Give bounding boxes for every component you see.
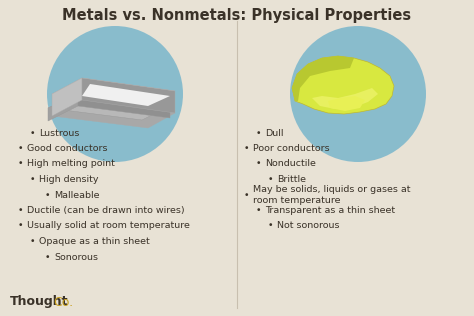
Text: •: • (244, 191, 249, 199)
Text: •: • (18, 160, 24, 168)
Text: Opaque as a thin sheet: Opaque as a thin sheet (39, 237, 150, 246)
Circle shape (47, 26, 183, 162)
Text: Brittle: Brittle (277, 175, 306, 184)
Text: Metals vs. Nonmetals: Physical Properties: Metals vs. Nonmetals: Physical Propertie… (63, 8, 411, 23)
Text: •: • (18, 206, 24, 215)
Polygon shape (52, 100, 175, 128)
Text: •: • (18, 222, 24, 230)
Text: •: • (30, 129, 36, 137)
Text: Transparent as a thin sheet: Transparent as a thin sheet (265, 206, 395, 215)
Polygon shape (78, 94, 170, 118)
Text: Sonorous: Sonorous (54, 252, 98, 262)
Text: •: • (256, 206, 262, 215)
Text: Lustrous: Lustrous (39, 129, 79, 137)
Polygon shape (292, 56, 394, 114)
Text: Not sonorous: Not sonorous (277, 222, 339, 230)
Text: •: • (256, 129, 262, 137)
Polygon shape (48, 94, 78, 121)
Polygon shape (48, 94, 170, 120)
Text: •: • (45, 252, 51, 262)
Text: •: • (268, 222, 273, 230)
Polygon shape (52, 78, 175, 106)
Text: High density: High density (39, 175, 99, 184)
Polygon shape (328, 96, 365, 111)
Text: •: • (244, 144, 249, 153)
Text: •: • (256, 160, 262, 168)
Text: •: • (30, 237, 36, 246)
Text: Poor conductors: Poor conductors (253, 144, 329, 153)
Polygon shape (82, 78, 175, 113)
Text: Ductile (can be drawn into wires): Ductile (can be drawn into wires) (27, 206, 185, 215)
Text: May be solids, liquids or gases at
room temperature: May be solids, liquids or gases at room … (253, 185, 410, 205)
Text: •: • (45, 191, 51, 199)
Text: •: • (268, 175, 273, 184)
Text: Thought: Thought (10, 295, 69, 308)
Text: Usually solid at room temperature: Usually solid at room temperature (27, 222, 190, 230)
Text: Good conductors: Good conductors (27, 144, 108, 153)
Text: •: • (18, 144, 24, 153)
Text: Malleable: Malleable (54, 191, 100, 199)
Circle shape (290, 26, 426, 162)
Text: Dull: Dull (265, 129, 283, 137)
Text: •: • (30, 175, 36, 184)
Text: Co.: Co. (53, 295, 73, 308)
Polygon shape (312, 88, 378, 109)
Polygon shape (52, 78, 82, 116)
Polygon shape (292, 56, 354, 101)
Polygon shape (82, 84, 170, 106)
Text: High melting point: High melting point (27, 160, 115, 168)
Text: Nonductile: Nonductile (265, 160, 316, 168)
